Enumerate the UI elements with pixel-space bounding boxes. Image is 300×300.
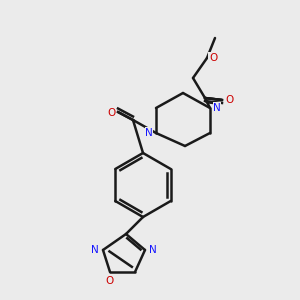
Text: O: O bbox=[209, 53, 217, 63]
Text: N: N bbox=[149, 245, 157, 255]
Text: N: N bbox=[145, 128, 153, 138]
Text: O: O bbox=[225, 95, 233, 105]
Text: O: O bbox=[107, 108, 115, 118]
Text: N: N bbox=[91, 245, 99, 255]
Text: N: N bbox=[213, 103, 221, 113]
Text: O: O bbox=[105, 276, 113, 286]
